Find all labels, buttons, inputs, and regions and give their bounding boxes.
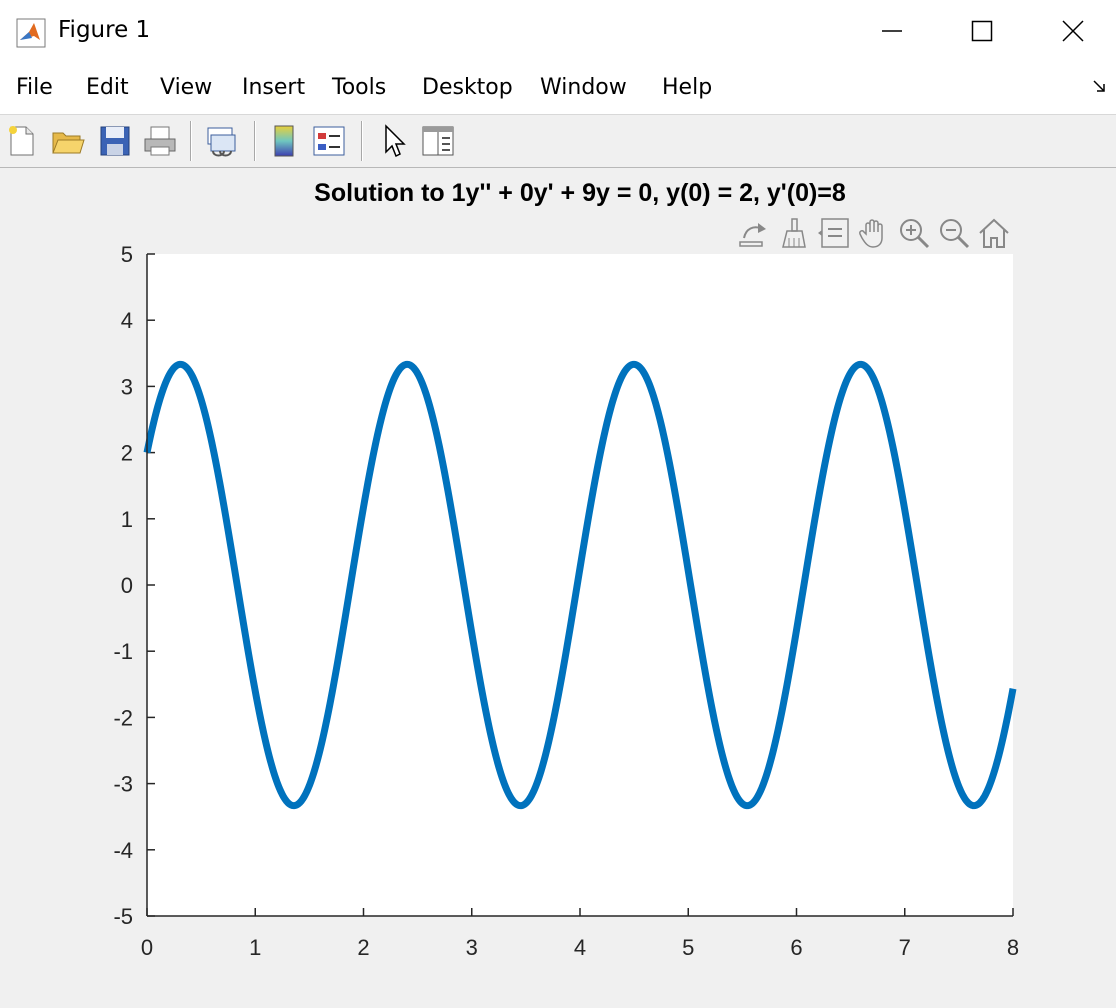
y-tick-label: 5 [121, 242, 133, 267]
axis-ticks: 0 1 2 3 4 5 6 7 8 5 4 3 2 1 0 -1 -2 -3 -4 -5 [113, 242, 1019, 960]
series-line [143, 360, 1017, 810]
maximize-icon [971, 20, 993, 42]
y-tick-label: -1 [113, 639, 133, 664]
x-tick-label: 2 [357, 935, 369, 960]
x-tick-label: 6 [790, 935, 802, 960]
x-tick-label: 4 [574, 935, 586, 960]
legend-icon[interactable] [311, 123, 347, 159]
x-tick-label: 1 [249, 935, 261, 960]
matlab-icon [16, 18, 46, 48]
minimize-icon [882, 30, 902, 32]
menu-bar: File Edit View Insert Tools Desktop Wind… [0, 62, 1116, 114]
x-tick-label: 3 [466, 935, 478, 960]
x-tick-label: 7 [899, 935, 911, 960]
minimize-button[interactable] [862, 8, 922, 54]
edit-plot-icon[interactable] [376, 123, 412, 159]
open-file-icon[interactable] [50, 123, 86, 159]
colorbar-icon[interactable] [266, 123, 302, 159]
home-icon[interactable] [977, 216, 1011, 250]
new-figure-icon[interactable] [4, 123, 40, 159]
menu-window[interactable]: Window [540, 75, 627, 100]
menu-edit[interactable]: Edit [86, 75, 129, 100]
y-tick-label: 3 [121, 374, 133, 399]
toolbar-separator [361, 121, 363, 161]
y-tick-label: -4 [113, 838, 133, 863]
maximize-button[interactable] [952, 8, 1012, 54]
menu-insert[interactable]: Insert [242, 75, 306, 100]
property-inspector-icon[interactable] [420, 123, 456, 159]
y-tick-label: -5 [113, 904, 133, 929]
y-tick-label: 0 [121, 573, 133, 598]
brush-icon[interactable] [777, 216, 811, 250]
close-icon [1062, 20, 1084, 42]
zoom-out-icon[interactable] [937, 216, 971, 250]
line-chart: Solution to 1y'' + 0y' + 9y = 0, y(0) = … [113, 179, 1019, 960]
x-tick-label: 0 [141, 935, 153, 960]
save-icon[interactable] [97, 123, 133, 159]
export-icon[interactable] [736, 216, 770, 250]
toolbar-separator [190, 121, 192, 161]
y-tick-label: -3 [113, 772, 133, 797]
pan-icon[interactable] [857, 216, 891, 250]
chart-title: Solution to 1y'' + 0y' + 9y = 0, y(0) = … [314, 179, 846, 207]
dock-arrow-icon[interactable] [1092, 78, 1108, 94]
menu-help[interactable]: Help [662, 75, 713, 100]
zoom-in-icon[interactable] [897, 216, 931, 250]
y-tick-label: 1 [121, 507, 133, 532]
figure-toolbar [0, 114, 1116, 168]
menu-tools[interactable]: Tools [332, 75, 387, 100]
x-tick-label: 5 [682, 935, 694, 960]
window-title: Figure 1 [58, 17, 151, 43]
menu-view[interactable]: View [160, 75, 213, 100]
menu-file[interactable]: File [16, 75, 53, 100]
menu-desktop[interactable]: Desktop [422, 75, 513, 100]
y-tick-label: 4 [121, 308, 133, 333]
y-tick-label: -2 [113, 705, 133, 730]
link-plot-icon[interactable] [204, 123, 240, 159]
data-tips-icon[interactable] [817, 216, 851, 250]
close-button[interactable] [1043, 8, 1103, 54]
toolbar-separator [254, 121, 256, 161]
y-tick-label: 2 [121, 441, 133, 466]
x-tick-label: 8 [1007, 935, 1019, 960]
window-titlebar: Figure 1 [0, 0, 1116, 62]
print-icon[interactable] [142, 123, 178, 159]
